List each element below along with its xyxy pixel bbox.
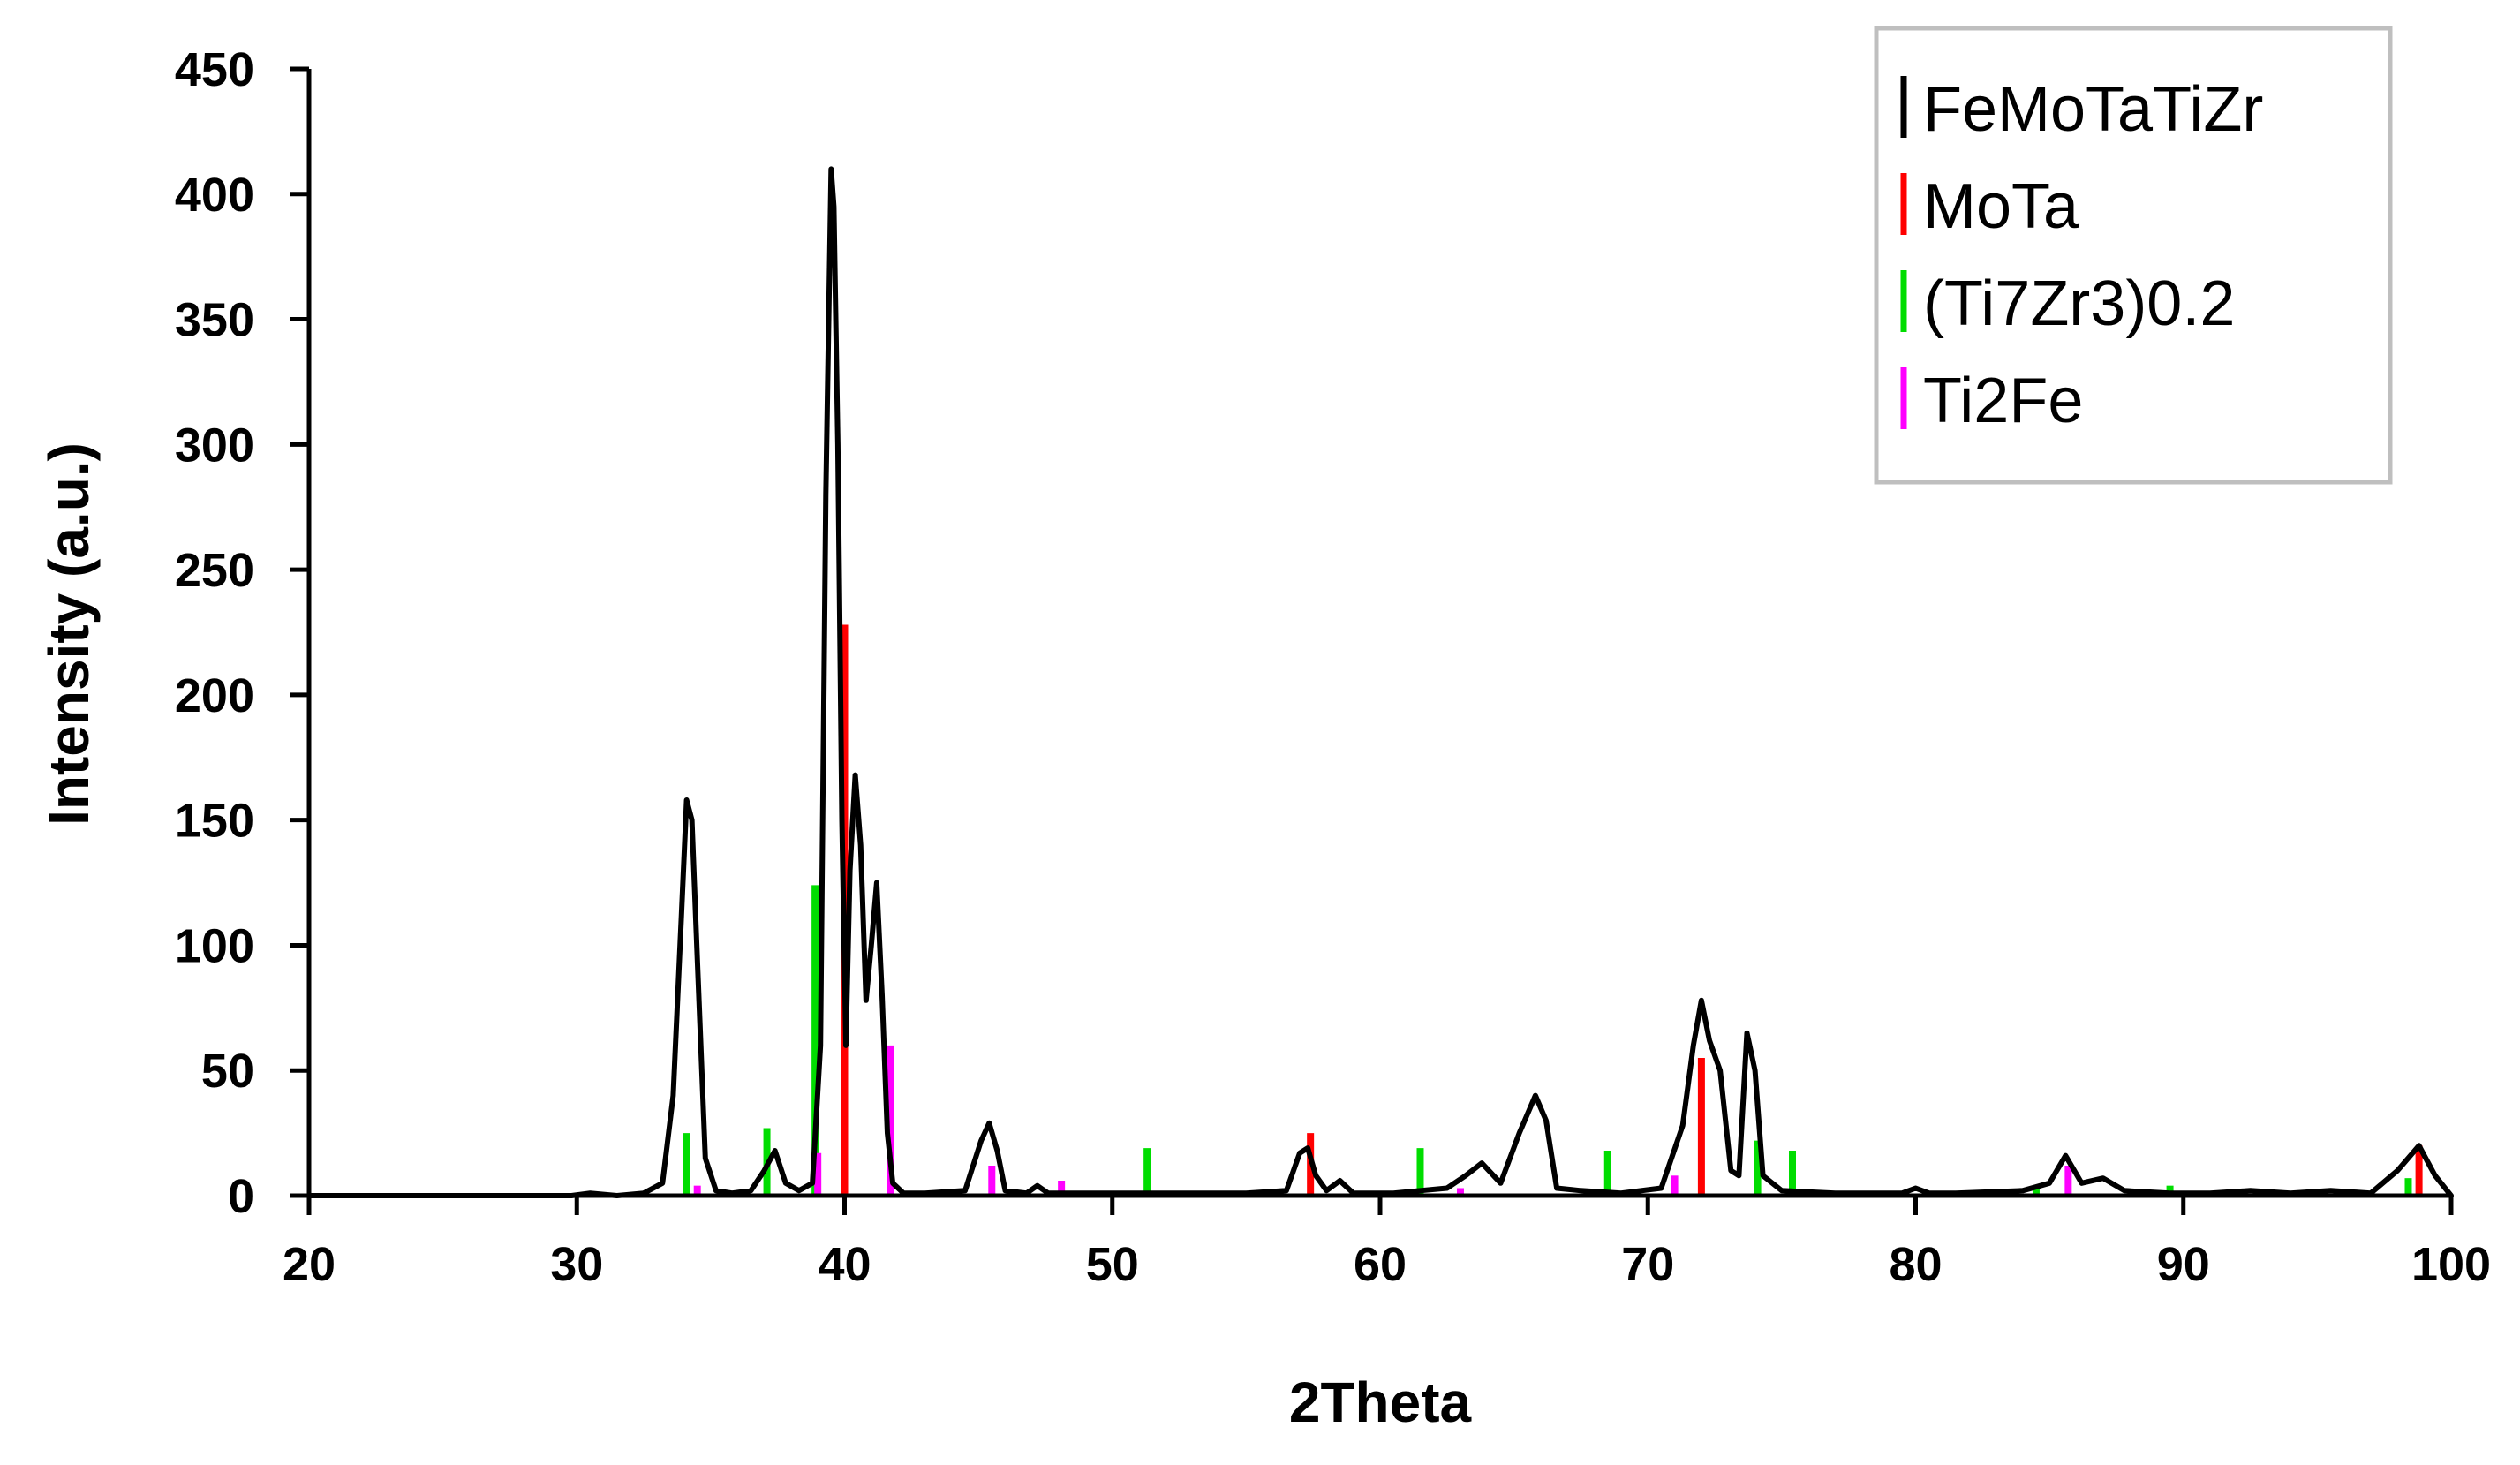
y-tick-label: 200 — [175, 669, 254, 722]
x-tick-label: 60 — [1354, 1238, 1407, 1291]
legend-label: (Ti7Zr3)0.2 — [1923, 268, 2235, 339]
x-axis-title: 2Theta — [1289, 1371, 1472, 1434]
legend-items: FeMoTaTiZr MoTa (Ti7Zr3)0.2 Ti2Fe — [1900, 74, 2263, 436]
legend: FeMoTaTiZr MoTa (Ti7Zr3)0.2 Ti2Fe — [1874, 26, 2393, 485]
legend-label: MoTa — [1923, 171, 2079, 242]
y-axis-title: Intensity (a.u.) — [37, 442, 101, 826]
pattern-line-femotatizr — [306, 166, 2454, 1198]
x-tick-label: 100 — [2411, 1238, 2491, 1291]
x-tick-label: 20 — [283, 1238, 336, 1291]
y-tick-label: 300 — [175, 419, 254, 472]
tick-labels: 0 50 100 150 200 250 300 350 400 450 20 30 40 50 60 70 8… — [175, 43, 2491, 1291]
reference-lines — [683, 624, 2423, 1196]
y-tick-label: 150 — [175, 795, 254, 848]
x-tick-label: 70 — [1621, 1238, 1674, 1291]
y-tick-label: 250 — [175, 544, 254, 597]
y-tick-label: 100 — [175, 919, 254, 972]
y-tick-label: 50 — [201, 1045, 254, 1098]
x-tick-label: 50 — [1086, 1238, 1139, 1291]
x-tick-label: 30 — [550, 1238, 603, 1291]
legend-box — [1874, 26, 2393, 485]
y-tick-label: 450 — [175, 43, 254, 96]
y-tick-label: 0 — [228, 1170, 254, 1223]
y-tick-label: 350 — [175, 294, 254, 347]
x-tick-label: 90 — [2157, 1238, 2210, 1291]
pattern-layer — [306, 166, 2454, 1198]
x-tick-label: 40 — [818, 1238, 871, 1291]
axes-layer — [290, 66, 2454, 1215]
legend-label: FeMoTaTiZr — [1923, 74, 2263, 145]
legend-label: Ti2Fe — [1923, 366, 2083, 436]
y-tick-label: 400 — [175, 169, 254, 222]
x-tick-label: 80 — [1889, 1238, 1942, 1291]
